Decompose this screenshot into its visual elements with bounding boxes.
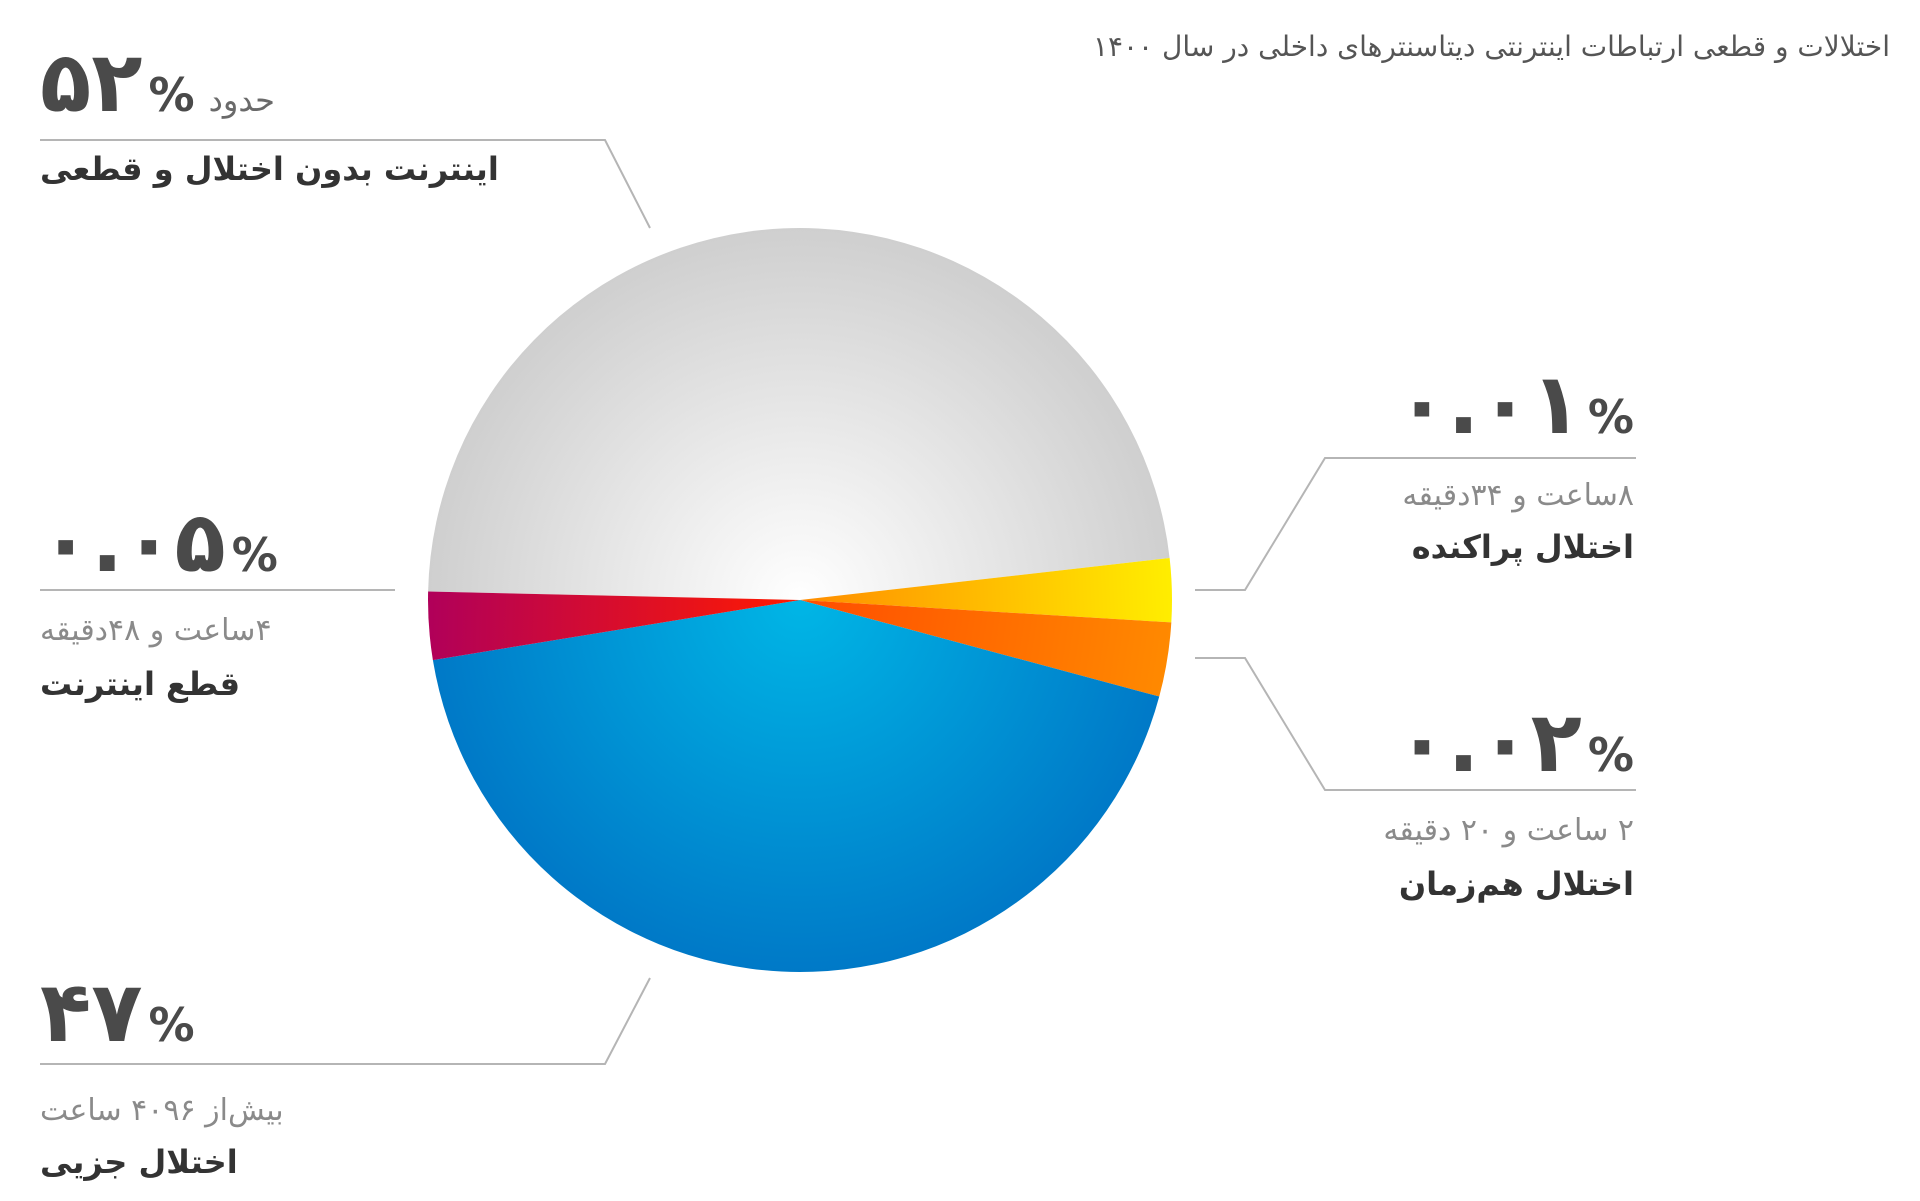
pct-partial-value: ۴۷ (40, 963, 143, 1061)
pct-no-disruption-value: ۵۲ (40, 33, 143, 131)
pie-slice-simultaneous (800, 600, 1172, 697)
label-partial: اختلال جزیی (40, 1143, 238, 1181)
pct-partial: ۴۷% (40, 970, 195, 1054)
leader-line-partial (40, 977, 651, 1065)
percent-sign: % (148, 998, 195, 1052)
chart-title: اختلالات و قطعی ارتباطات اینترنتی دیتاسن… (1092, 30, 1890, 63)
percent-sign: % (148, 68, 195, 122)
percent-sign: % (1587, 390, 1634, 444)
pie-slices (428, 228, 1172, 972)
leader-line-no-disruption (40, 139, 651, 229)
label-no-disruption: اینترنت بدون اختلال و قطعی (40, 150, 499, 188)
leader-line-scattered (1195, 457, 1636, 591)
pie-slice-partial (432, 600, 1160, 972)
pie-slice-scattered (800, 558, 1172, 623)
duration-partial: بیش‌از ۴۰۹۶ ساعت (40, 1093, 284, 1128)
duration-simultaneous: ۲ ساعت و ۲۰ دقیقه (1383, 813, 1634, 848)
percent-sign: % (231, 528, 278, 582)
pct-no-disruption: ۵۲% حدود (40, 40, 275, 124)
duration-scattered: ۸ساعت و ۳۴دقیقه (1402, 478, 1634, 513)
pct-scattered: ۰.۰۱% (1396, 362, 1634, 446)
pie-slice-internet-cut (428, 591, 800, 661)
leader-line-simultaneous (1195, 657, 1636, 791)
pct-internet-cut: ۰.۰۵% (40, 500, 278, 584)
pct-simultaneous-value: ۰.۰۲ (1396, 693, 1582, 791)
approx-label: حدود (208, 81, 275, 119)
pct-simultaneous: ۰.۰۲% (1396, 700, 1634, 784)
pct-internet-cut-value: ۰.۰۵ (40, 493, 226, 591)
label-internet-cut: قطع اینترنت (40, 665, 241, 703)
label-simultaneous: اختلال هم‌زمان (1398, 865, 1634, 903)
pct-scattered-value: ۰.۰۱ (1396, 355, 1582, 453)
percent-sign: % (1587, 728, 1634, 782)
duration-internet-cut: ۴ساعت و ۴۸دقیقه (40, 613, 272, 648)
pie-slice-no-disruption (428, 228, 1170, 600)
label-scattered: اختلال پراکنده (1411, 528, 1634, 566)
